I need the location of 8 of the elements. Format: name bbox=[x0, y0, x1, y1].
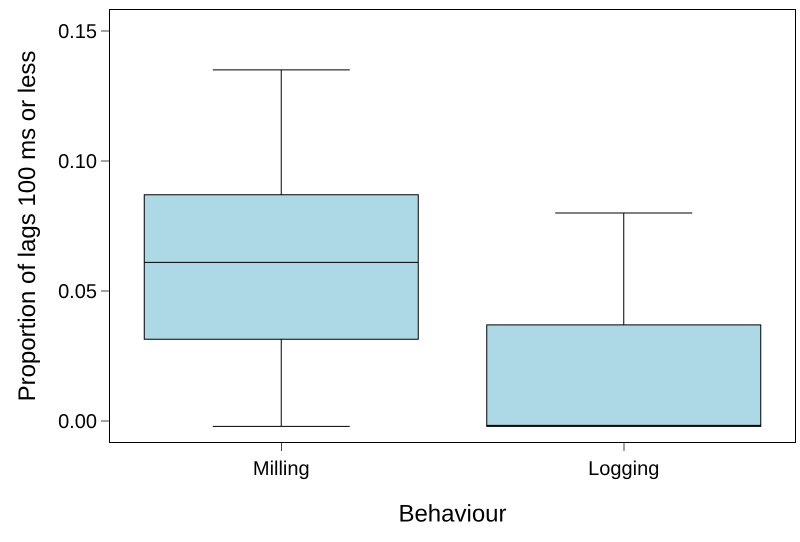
y-tick-label: 0.10 bbox=[58, 150, 97, 173]
x-tick-label: Milling bbox=[252, 458, 310, 480]
y-tick-label: 0.00 bbox=[58, 411, 97, 434]
y-axis-title: Proportion of lags 100 ms or less bbox=[14, 50, 42, 402]
y-tick-label: 0.15 bbox=[58, 20, 97, 43]
x-tick-label: Logging bbox=[588, 458, 660, 480]
y-tick-label: 0.05 bbox=[58, 281, 97, 304]
x-axis-title: Behaviour bbox=[398, 500, 507, 528]
